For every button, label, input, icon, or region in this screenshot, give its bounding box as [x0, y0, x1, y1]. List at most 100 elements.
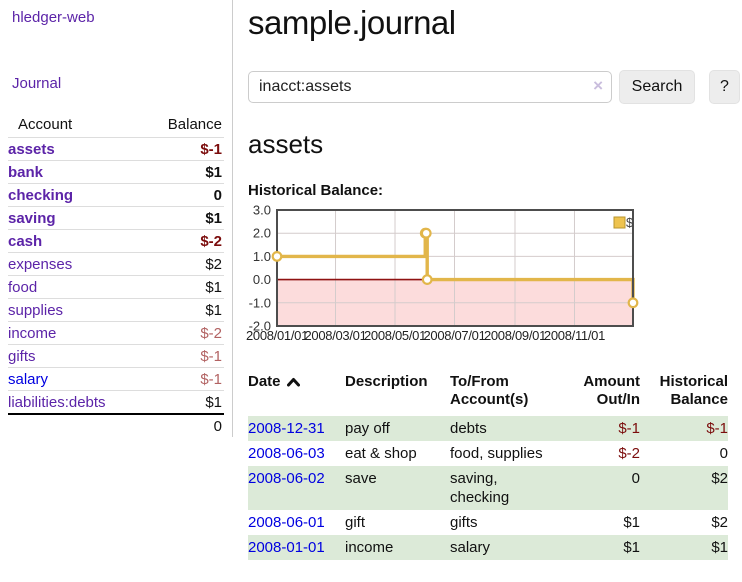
transaction-balance: $2	[711, 514, 728, 531]
account-heading: assets	[248, 129, 324, 159]
sort-ascending-icon	[286, 374, 300, 392]
transaction-description: income	[345, 535, 450, 560]
register-header-balance[interactable]: Historical Balance	[659, 373, 728, 408]
register-header-description[interactable]: Description	[345, 373, 428, 390]
sidebar-item-journal[interactable]: Journal	[12, 75, 62, 92]
transaction-amount: $1	[562, 535, 640, 560]
account-row: salary $-1	[8, 367, 224, 391]
clear-search-icon[interactable]: ×	[593, 76, 603, 95]
transaction-description: eat & shop	[345, 445, 417, 462]
register-row: 2008-06-02 save saving, checking 0 $2	[248, 466, 728, 510]
account-link[interactable]: saving	[8, 210, 56, 227]
account-row: saving $1	[8, 206, 224, 230]
svg-text:2008/07/01: 2008/07/01	[423, 328, 485, 343]
account-balance: 0	[136, 183, 224, 207]
page-title: sample.journal	[248, 4, 456, 41]
account-link[interactable]: checking	[8, 187, 74, 204]
transaction-accounts: gifts	[450, 514, 478, 531]
account-link[interactable]: expenses	[8, 256, 73, 273]
search-bar: × Search ?	[248, 70, 742, 104]
account-link[interactable]: liabilities:debts	[8, 394, 106, 411]
transaction-description: save	[345, 466, 450, 510]
account-link[interactable]: bank	[8, 164, 44, 181]
svg-text:2008/03/01: 2008/03/01	[304, 328, 366, 343]
account-row: checking 0	[8, 183, 224, 207]
register-header-date[interactable]: Date	[248, 373, 345, 416]
transaction-date-link[interactable]: 2008-06-02	[248, 470, 325, 487]
transaction-balance: $-1	[640, 416, 728, 441]
transaction-amount: $-1	[562, 416, 640, 441]
account-row: food $1	[8, 275, 224, 299]
legend-label: $	[626, 215, 634, 230]
legend-swatch	[613, 216, 626, 229]
account-balance: $2	[136, 252, 224, 276]
accounts-header-balance: Balance	[167, 116, 222, 133]
transaction-accounts: debts	[450, 416, 562, 441]
account-link[interactable]: salary	[8, 371, 49, 388]
account-balance: $-1	[136, 137, 224, 161]
account-row: cash $-2	[8, 229, 224, 253]
account-link[interactable]: assets	[8, 141, 55, 158]
account-link[interactable]: income	[8, 325, 57, 342]
svg-text:-2.0: -2.0	[249, 319, 271, 334]
account-balance: $1	[136, 160, 224, 184]
account-balance: $1	[136, 275, 224, 299]
svg-text:3.0: 3.0	[253, 203, 271, 218]
account-link[interactable]: supplies	[8, 302, 64, 319]
account-link[interactable]: cash	[8, 233, 43, 250]
transaction-amount: 0	[562, 466, 640, 510]
transaction-balance: 0	[719, 445, 728, 462]
register-row: 2008-06-01 gift gifts $1 $2	[248, 510, 728, 535]
transaction-date-link[interactable]: 2008-12-31	[248, 420, 325, 437]
account-row: expenses $2	[8, 252, 224, 276]
account-balance: $-2	[136, 321, 224, 345]
account-balance: $-1	[136, 344, 224, 368]
brand-link[interactable]: hledger-web	[12, 9, 95, 26]
account-balance: $-1	[136, 367, 224, 391]
transaction-description: gift	[345, 514, 366, 531]
sidebar: hledger-web Journal Account Balance asse…	[0, 0, 233, 437]
transaction-date-link[interactable]: 2008-06-01	[248, 514, 325, 531]
account-balance: $1	[136, 298, 224, 322]
account-balance: $1	[136, 390, 224, 414]
main-content: sample.journal × Search ? assets Histori…	[245, 0, 742, 560]
account-link[interactable]: food	[8, 279, 38, 296]
register-header-amount[interactable]: Amount Out/In	[583, 373, 640, 408]
transaction-description: pay off	[345, 416, 450, 441]
historical-balance-chart: $3.0 2.0 1.0 0.0 -1.0 -2.02008/01/012008/03/0…	[246, 203, 639, 343]
svg-text:2008/09/01: 2008/09/01	[484, 328, 546, 343]
transaction-amount: $-2	[618, 445, 640, 462]
account-row: gifts $-1	[8, 344, 224, 368]
account-row: income $-2	[8, 321, 224, 345]
chart-container: $3.0 2.0 1.0 0.0 -1.0 -2.0 2008/01/01 2008/03/0…	[245, 203, 742, 356]
register-table: Date Description To/From Account(s) Amou…	[248, 373, 728, 560]
transaction-date-link[interactable]: 2008-06-03	[248, 445, 325, 462]
accounts-total-row: 0	[8, 413, 224, 437]
account-row: liabilities:debts $1	[8, 390, 224, 414]
transaction-date-link[interactable]: 2008-01-01	[248, 539, 325, 556]
register-row: 2008-01-01 income salary $1 $1	[248, 535, 728, 560]
search-button[interactable]: Search	[619, 70, 695, 104]
register-row: 2008-12-31 pay off debts $-1 $-1	[248, 416, 728, 441]
svg-text:2.0: 2.0	[253, 226, 271, 241]
svg-text:1.0: 1.0	[253, 249, 271, 264]
account-row: supplies $1	[8, 298, 224, 322]
accounts-table: Account Balance assets $-1 bank $1 checkin…	[8, 113, 224, 437]
transaction-balance: $1	[640, 535, 728, 560]
register-header-accounts[interactable]: To/From Account(s)	[450, 373, 529, 408]
accounts-total-balance: 0	[136, 413, 224, 437]
svg-text:2008/01/01: 2008/01/01	[246, 328, 308, 343]
svg-text:0.0: 0.0	[253, 272, 271, 287]
transaction-balance: $2	[640, 466, 728, 510]
accounts-header-account: Account	[18, 116, 73, 133]
svg-text:2008/05/01: 2008/05/01	[364, 328, 426, 343]
help-button[interactable]: ?	[709, 70, 740, 104]
svg-text:-1.0: -1.0	[249, 295, 271, 310]
search-input[interactable]	[248, 71, 612, 103]
account-row: assets $-1	[8, 137, 224, 161]
svg-text:2008/11/01: 2008/11/01	[544, 328, 605, 343]
account-row: bank $1	[8, 160, 224, 184]
transaction-accounts: saving, checking	[450, 466, 562, 510]
account-link[interactable]: gifts	[8, 348, 36, 365]
chart-label: Historical Balance:	[248, 182, 384, 199]
